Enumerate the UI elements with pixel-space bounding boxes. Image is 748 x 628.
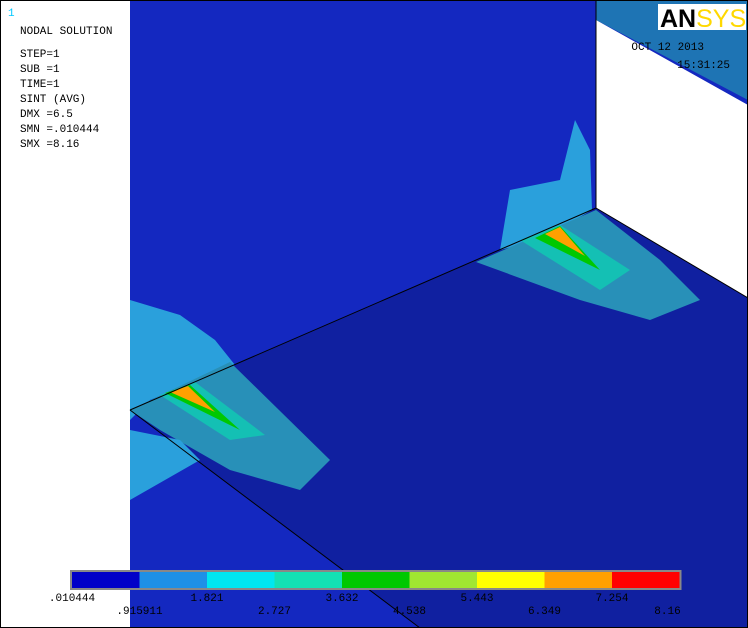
legend-swatch — [612, 572, 680, 588]
legend-label: 4.538 — [393, 606, 426, 618]
legend-label: 3.632 — [325, 593, 358, 605]
legend-swatch — [207, 572, 275, 588]
info-line: TIME=1 — [20, 79, 60, 91]
legend-label: 8.16 — [654, 606, 680, 618]
date: OCT 12 2013 — [631, 42, 704, 54]
legend-label: 6.349 — [528, 606, 561, 618]
logo-an: AN — [660, 5, 696, 33]
window-number: 1 — [8, 8, 15, 20]
legend-swatch — [275, 572, 343, 588]
legend-swatch — [477, 572, 545, 588]
info-line: SMX =8.16 — [20, 139, 79, 151]
legend-label: .010444 — [49, 593, 96, 605]
info-line: STEP=1 — [20, 49, 60, 61]
logo-sys: SYS — [696, 5, 746, 33]
legend-label: 7.254 — [595, 593, 628, 605]
legend-label: 1.821 — [190, 593, 223, 605]
info-line: DMX =6.5 — [20, 109, 73, 121]
model — [130, 0, 748, 628]
legend-swatch — [545, 572, 613, 588]
info-line: SMN =.010444 — [20, 124, 100, 136]
info-line: SINT (AVG) — [20, 94, 86, 106]
legend-swatch — [410, 572, 478, 588]
legend-label: 5.443 — [460, 593, 493, 605]
legend-label: 2.727 — [258, 606, 291, 618]
legend-swatch — [72, 572, 140, 588]
legend-swatch — [342, 572, 410, 588]
time: 15:31:25 — [677, 60, 730, 72]
legend-swatch — [140, 572, 208, 588]
legend-label: .915911 — [116, 606, 163, 618]
logo: ANSYS — [660, 5, 746, 33]
info-line: SUB =1 — [20, 64, 60, 76]
ansys-window: 1 NODAL SOLUTION STEP=1 SUB =1 TIME=1 SINT (A… — [0, 0, 748, 628]
info-line: NODAL SOLUTION — [20, 26, 112, 38]
